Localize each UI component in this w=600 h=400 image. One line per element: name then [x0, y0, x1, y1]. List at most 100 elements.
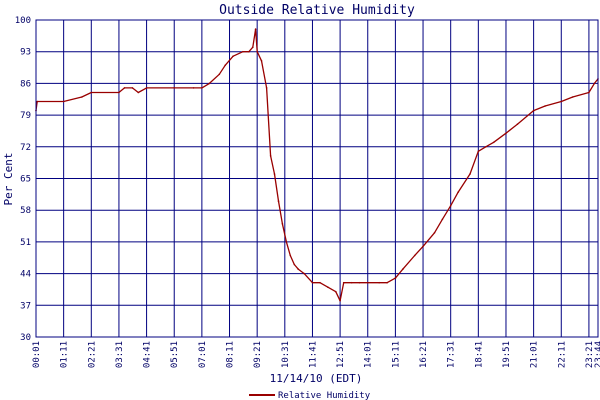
data-point: [269, 155, 272, 157]
data-point: [273, 173, 276, 175]
x-tick-label: 22:11: [557, 341, 567, 368]
x-tick-label: 21:01: [530, 341, 540, 368]
chart-title: Outside Relative Humidity: [219, 3, 415, 18]
data-point: [378, 281, 381, 284]
data-point: [342, 281, 345, 284]
data-point: [81, 96, 83, 98]
x-tick-label: 14:01: [364, 341, 374, 368]
y-tick-label: 51: [20, 238, 31, 248]
y-tick-label: 58: [20, 206, 31, 216]
data-point: [254, 28, 257, 30]
data-point: [516, 123, 519, 125]
data-point: [224, 64, 226, 67]
x-tick-label: 12:51: [336, 341, 346, 368]
data-point: [544, 105, 546, 107]
data-point: [248, 50, 250, 53]
x-tick-label: 05:51: [170, 341, 180, 368]
x-tick-label: 16:21: [419, 341, 429, 368]
data-point: [123, 87, 126, 89]
data-point: [260, 60, 263, 62]
x-axis-label: 11/14/10 (EDT): [270, 372, 363, 385]
data-point: [242, 50, 244, 53]
data-point: [90, 91, 93, 94]
data-point: [422, 245, 424, 248]
x-tick-labels: 00:01 01:11 02:21 03:31 04:41 05:51 07:01 08:11…: [32, 341, 600, 368]
humidity-series-line: [35, 28, 599, 302]
x-tick-label: 00:01: [32, 341, 42, 368]
data-point: [173, 87, 175, 89]
legend: Relative Humidity: [249, 391, 371, 400]
x-tick-label: 18:41: [474, 341, 484, 368]
data-point: [350, 281, 353, 284]
data-point: [201, 87, 203, 89]
data-point: [285, 241, 288, 243]
x-tick-label: 09:21: [253, 341, 263, 368]
y-tick-label: 37: [20, 301, 31, 311]
y-tick-label: 86: [20, 79, 31, 89]
data-point: [339, 300, 341, 302]
y-tick-label: 72: [20, 143, 31, 153]
grid: [36, 20, 598, 337]
data-point: [218, 73, 221, 76]
data-point: [256, 50, 259, 53]
data-point: [118, 91, 120, 94]
x-tick-label: 03:31: [115, 341, 125, 368]
y-axis-label: Per Cent: [2, 153, 15, 206]
data-point: [131, 87, 134, 89]
data-point: [366, 281, 369, 284]
data-point: [469, 173, 471, 175]
data-point: [532, 109, 535, 112]
data-point: [492, 141, 495, 144]
legend-label: Relative Humidity: [278, 391, 371, 400]
data-point: [232, 55, 234, 57]
data-point: [311, 281, 314, 284]
x-tick-label: 07:01: [198, 341, 208, 368]
x-tick-label: 23:21: [585, 341, 595, 368]
data-point: [137, 91, 140, 94]
data-point: [145, 87, 148, 89]
data-point: [192, 87, 195, 89]
data-point: [289, 254, 292, 257]
data-point: [358, 281, 361, 284]
data-point: [571, 96, 574, 98]
x-tick-label: 11:41: [308, 341, 318, 368]
x-tick-label: 01:11: [60, 341, 70, 368]
data-point: [394, 277, 397, 279]
data-point: [252, 46, 254, 48]
x-tick-label: 04:41: [143, 341, 153, 368]
data-point: [277, 200, 280, 202]
data-point: [505, 132, 507, 134]
data-point: [281, 223, 284, 225]
data-point: [293, 263, 296, 266]
data-point: [297, 268, 300, 270]
data-point: [36, 100, 38, 103]
y-tick-label: 30: [20, 333, 31, 343]
y-tick-label: 65: [20, 175, 31, 185]
y-tick-label: 44: [20, 270, 31, 280]
data-point: [485, 146, 487, 148]
x-tick-label: 19:51: [502, 341, 512, 368]
data-point: [327, 286, 329, 289]
data-point: [593, 82, 596, 85]
data-point: [433, 232, 436, 234]
x-tick-label: 10:31: [281, 341, 291, 368]
y-tick-labels: 30 37 44 51 58 65 72 79 86 93 100: [15, 16, 31, 343]
y-tick-label: 93: [20, 48, 31, 58]
data-point: [319, 281, 321, 284]
data-point: [457, 191, 460, 193]
data-point: [449, 204, 452, 207]
data-point: [560, 100, 563, 103]
data-point: [62, 100, 65, 103]
plot-frame: [35, 19, 599, 338]
data-point: [265, 87, 268, 89]
x-tick-label: 23:44: [594, 341, 600, 368]
y-tick-label: 100: [15, 16, 31, 26]
data-point: [386, 281, 388, 284]
x-tick-label: 02:21: [87, 341, 97, 368]
data-point: [477, 150, 480, 153]
x-tick-label: 17:31: [447, 341, 457, 368]
x-tick-label: 08:11: [226, 341, 236, 368]
y-tick-label: 79: [20, 111, 31, 121]
x-tick-label: 15:11: [391, 341, 401, 368]
